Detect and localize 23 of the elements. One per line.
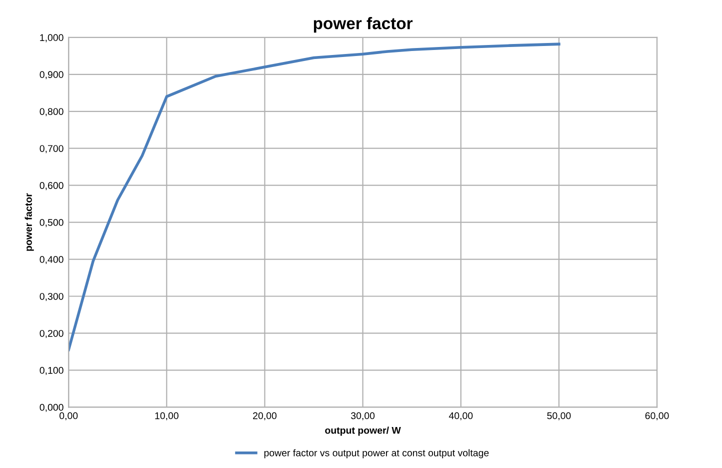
y-tick-label: 0,800: [40, 108, 64, 116]
y-axis-title: power factor: [24, 193, 34, 251]
x-tick-label: 10,00: [155, 412, 178, 420]
y-tick-label: 0,000: [40, 404, 64, 412]
y-tick-label: 0,600: [40, 182, 64, 190]
y-tick-label: 0,200: [40, 330, 64, 338]
x-tick-label: 60,00: [645, 412, 669, 420]
y-tick-label: 0,700: [40, 145, 64, 154]
y-tick-label: 0,900: [40, 71, 64, 80]
y-tick-label: 0,300: [40, 292, 64, 302]
y-tick-label: 1,000: [40, 34, 64, 42]
x-axis-title: output power/ W: [325, 426, 401, 436]
x-tick-label: 50,00: [547, 412, 571, 420]
x-tick-label: 30,00: [351, 412, 375, 420]
y-tick-label: 0,100: [40, 366, 64, 375]
legend-label: power factor vs output power at const output voltage: [264, 449, 489, 458]
x-tick-label: 40,00: [448, 412, 473, 420]
chart-title: power factor: [314, 17, 413, 33]
y-tick-label: 0,400: [40, 256, 64, 264]
y-tick-label: 0,500: [40, 219, 64, 228]
x-tick-label: 20,00: [253, 412, 277, 420]
line-series: [68, 42, 560, 352]
x-tick-label: 0,00: [60, 412, 78, 420]
